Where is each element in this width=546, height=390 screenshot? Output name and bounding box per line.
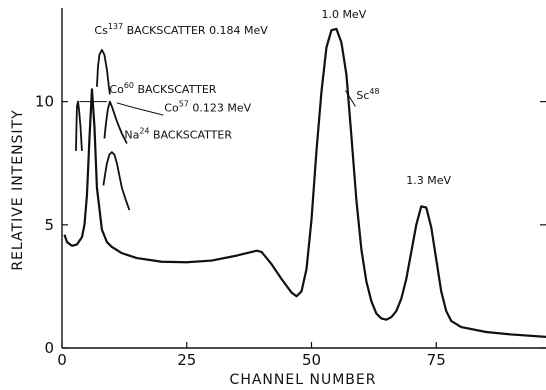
backscatter-curve <box>102 151 131 211</box>
y-tick-label: 5 <box>44 216 54 234</box>
annotation-co57: Co57 0.123 MeV <box>164 99 251 114</box>
annotation-na24: Na24 BACKSCATTER <box>124 127 232 142</box>
annotation-peak1: 1.0 MeV <box>321 8 366 21</box>
axis-tick-labels: 0 25 50 75 0 5 10 <box>35 93 446 369</box>
leader-lines <box>79 90 356 116</box>
y-axis-title: RELATIVE INTENSITY <box>10 109 26 270</box>
annotation-co60: Co60 BACKSCATTER <box>109 81 216 96</box>
backscatter-curve <box>96 48 111 95</box>
annotation-cs137: Cs137 BACKSCATTER 0.184 MeV <box>94 22 268 37</box>
y-tick-label: 0 <box>44 339 54 357</box>
annotation-peak13: 1.3 MeV <box>406 174 451 187</box>
x-tick-label: 50 <box>302 351 321 369</box>
x-tick-label: 0 <box>57 351 67 369</box>
leader-line <box>116 102 164 116</box>
backscatter-curve <box>75 100 83 151</box>
leader-line <box>344 90 356 107</box>
series-line <box>63 27 546 339</box>
plot-frame <box>61 8 546 349</box>
y-tick-label: 10 <box>35 93 54 111</box>
backscatter-curve <box>103 100 128 144</box>
annotation-sc48: Sc48 <box>356 87 379 102</box>
x-tick-label: 25 <box>177 351 196 369</box>
x-axis-title: CHANNEL NUMBER <box>230 372 377 388</box>
series-layer <box>63 27 546 339</box>
axis-ticks <box>61 101 546 349</box>
annotation-layer: Cs137 BACKSCATTER 0.184 MeV Co60 BACKSCAT… <box>94 8 451 187</box>
x-tick-label: 75 <box>427 351 446 369</box>
